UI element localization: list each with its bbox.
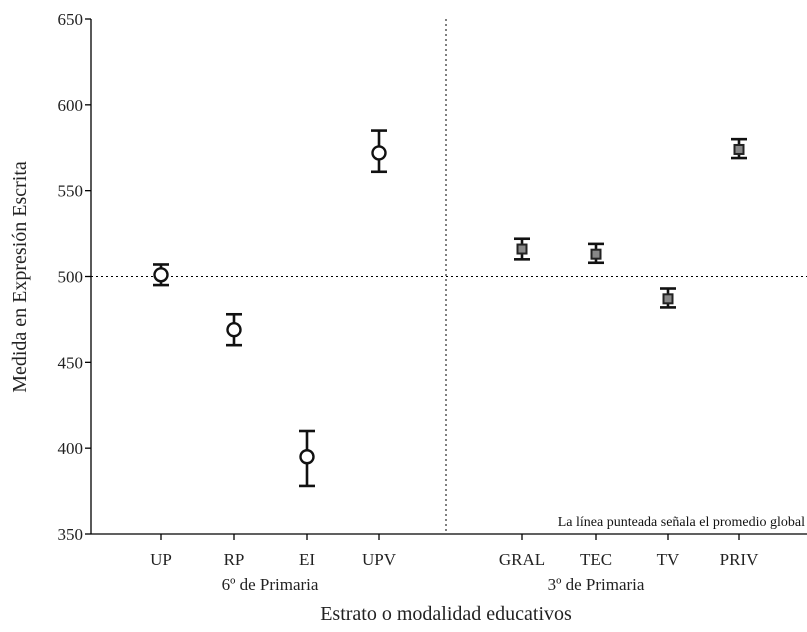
data-marks <box>153 129 747 488</box>
mean-point-square <box>662 293 674 305</box>
x-tick-label: UP <box>150 550 172 569</box>
y-tick-label: 500 <box>58 268 84 287</box>
mean-point-circle <box>153 267 169 283</box>
mean-point-circle <box>371 145 387 161</box>
y-tick-label: 350 <box>58 525 84 544</box>
x-tick-label: TEC <box>580 550 612 569</box>
x-tick-label: GRAL <box>499 550 545 569</box>
reference-note: La línea punteada señala el promedio glo… <box>558 515 805 530</box>
plot-frame <box>90 19 807 535</box>
y-tick-label: 600 <box>58 96 84 115</box>
y-tick-label: 650 <box>58 10 84 29</box>
mean-point-circle <box>299 449 315 465</box>
x-axis: UP RP EI UPV 6º de Primaria GRAL TEC TV PRIV 3º d… <box>150 534 759 594</box>
y-tick-label: 550 <box>58 182 84 201</box>
y-tick-label: 450 <box>58 353 84 372</box>
y-axis: 350 400 450 500 550 600 650 <box>58 10 91 544</box>
reference-lines <box>91 19 807 534</box>
mean-point-square <box>590 248 602 260</box>
x-tick-label: EI <box>299 550 315 569</box>
x-tick-label: TV <box>657 550 680 569</box>
x-tick-label: RP <box>224 550 245 569</box>
y-axis-label: Medida en Expresión Escrita <box>9 161 31 393</box>
mean-point-square <box>733 143 745 155</box>
x-tick-label: UPV <box>362 550 397 569</box>
x-axis-label: Estrato o modalidad educativos <box>320 603 572 625</box>
mean-point-square <box>516 243 528 255</box>
x-tick-label: PRIV <box>720 550 759 569</box>
mean-point-circle <box>226 322 242 338</box>
x-group-label: 3º de Primaria <box>548 575 645 594</box>
x-group-label: 6º de Primaria <box>222 575 319 594</box>
y-tick-label: 400 <box>58 439 84 458</box>
